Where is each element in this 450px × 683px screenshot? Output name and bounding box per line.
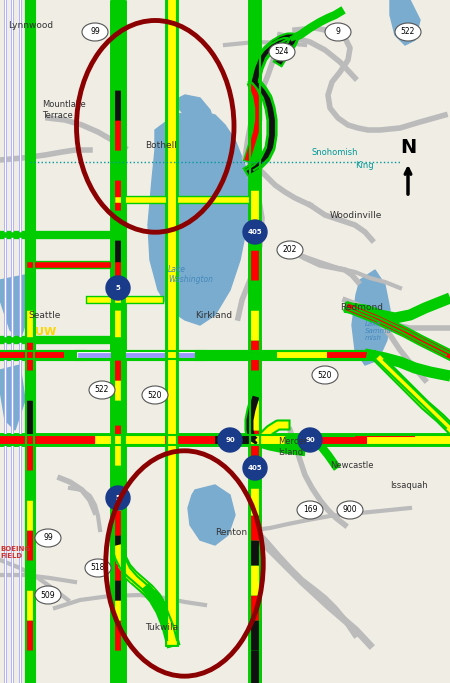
Polygon shape xyxy=(175,95,215,130)
Text: 5: 5 xyxy=(116,495,121,501)
Circle shape xyxy=(106,276,130,300)
Text: 520: 520 xyxy=(148,391,162,400)
Text: 524: 524 xyxy=(275,48,289,57)
Text: Woodinville: Woodinville xyxy=(330,211,382,220)
Text: 405: 405 xyxy=(248,465,262,471)
Text: Redmond: Redmond xyxy=(340,303,383,312)
Polygon shape xyxy=(0,365,25,430)
Ellipse shape xyxy=(89,381,115,399)
Text: 900: 900 xyxy=(343,505,357,514)
Text: BOEING
FIELD: BOEING FIELD xyxy=(0,546,30,559)
Text: Snohomish: Snohomish xyxy=(312,148,359,157)
Polygon shape xyxy=(188,485,235,545)
Text: 99: 99 xyxy=(43,533,53,542)
Ellipse shape xyxy=(297,501,323,519)
Polygon shape xyxy=(148,110,250,325)
Circle shape xyxy=(243,456,267,480)
Text: 509: 509 xyxy=(40,591,55,600)
Text: N: N xyxy=(400,138,416,157)
Ellipse shape xyxy=(85,559,111,577)
Text: Mountlake
Terrace: Mountlake Terrace xyxy=(42,100,86,120)
Text: Newcastle: Newcastle xyxy=(330,461,373,470)
Ellipse shape xyxy=(142,386,168,404)
Text: 90: 90 xyxy=(225,437,235,443)
Polygon shape xyxy=(0,275,30,340)
Text: Seattle: Seattle xyxy=(28,311,60,320)
Text: Lake
Washington: Lake Washington xyxy=(168,264,213,284)
Text: Lynnwood: Lynnwood xyxy=(8,21,53,30)
Text: Lake
Samma-
mish: Lake Samma- mish xyxy=(365,321,394,341)
Circle shape xyxy=(106,486,130,510)
Text: 518: 518 xyxy=(91,563,105,572)
Text: Bothell: Bothell xyxy=(145,141,177,150)
Ellipse shape xyxy=(312,366,338,384)
Text: 202: 202 xyxy=(283,245,297,255)
Ellipse shape xyxy=(325,23,351,41)
Text: 9: 9 xyxy=(336,27,341,36)
Text: Tukwila: Tukwila xyxy=(145,623,178,632)
Text: 522: 522 xyxy=(401,27,415,36)
Text: 522: 522 xyxy=(95,385,109,395)
Ellipse shape xyxy=(82,23,108,41)
Ellipse shape xyxy=(35,529,61,547)
Circle shape xyxy=(218,428,242,452)
Polygon shape xyxy=(390,0,420,45)
Text: 520: 520 xyxy=(318,370,332,380)
Ellipse shape xyxy=(35,586,61,604)
Ellipse shape xyxy=(395,23,421,41)
Text: King: King xyxy=(355,161,374,170)
Text: 5: 5 xyxy=(116,285,121,291)
Text: 405: 405 xyxy=(248,229,262,235)
Text: UW: UW xyxy=(35,327,56,337)
Text: Renton: Renton xyxy=(215,528,247,537)
Text: 169: 169 xyxy=(303,505,317,514)
Circle shape xyxy=(243,220,267,244)
Text: 90: 90 xyxy=(305,437,315,443)
Text: 99: 99 xyxy=(90,27,100,36)
Text: Issaquah: Issaquah xyxy=(390,481,427,490)
Ellipse shape xyxy=(277,241,303,259)
Polygon shape xyxy=(352,270,390,365)
Circle shape xyxy=(298,428,322,452)
Text: Kirkland: Kirkland xyxy=(195,311,232,320)
Ellipse shape xyxy=(269,43,295,61)
Text: Mercer
Island: Mercer Island xyxy=(278,437,307,457)
Ellipse shape xyxy=(337,501,363,519)
